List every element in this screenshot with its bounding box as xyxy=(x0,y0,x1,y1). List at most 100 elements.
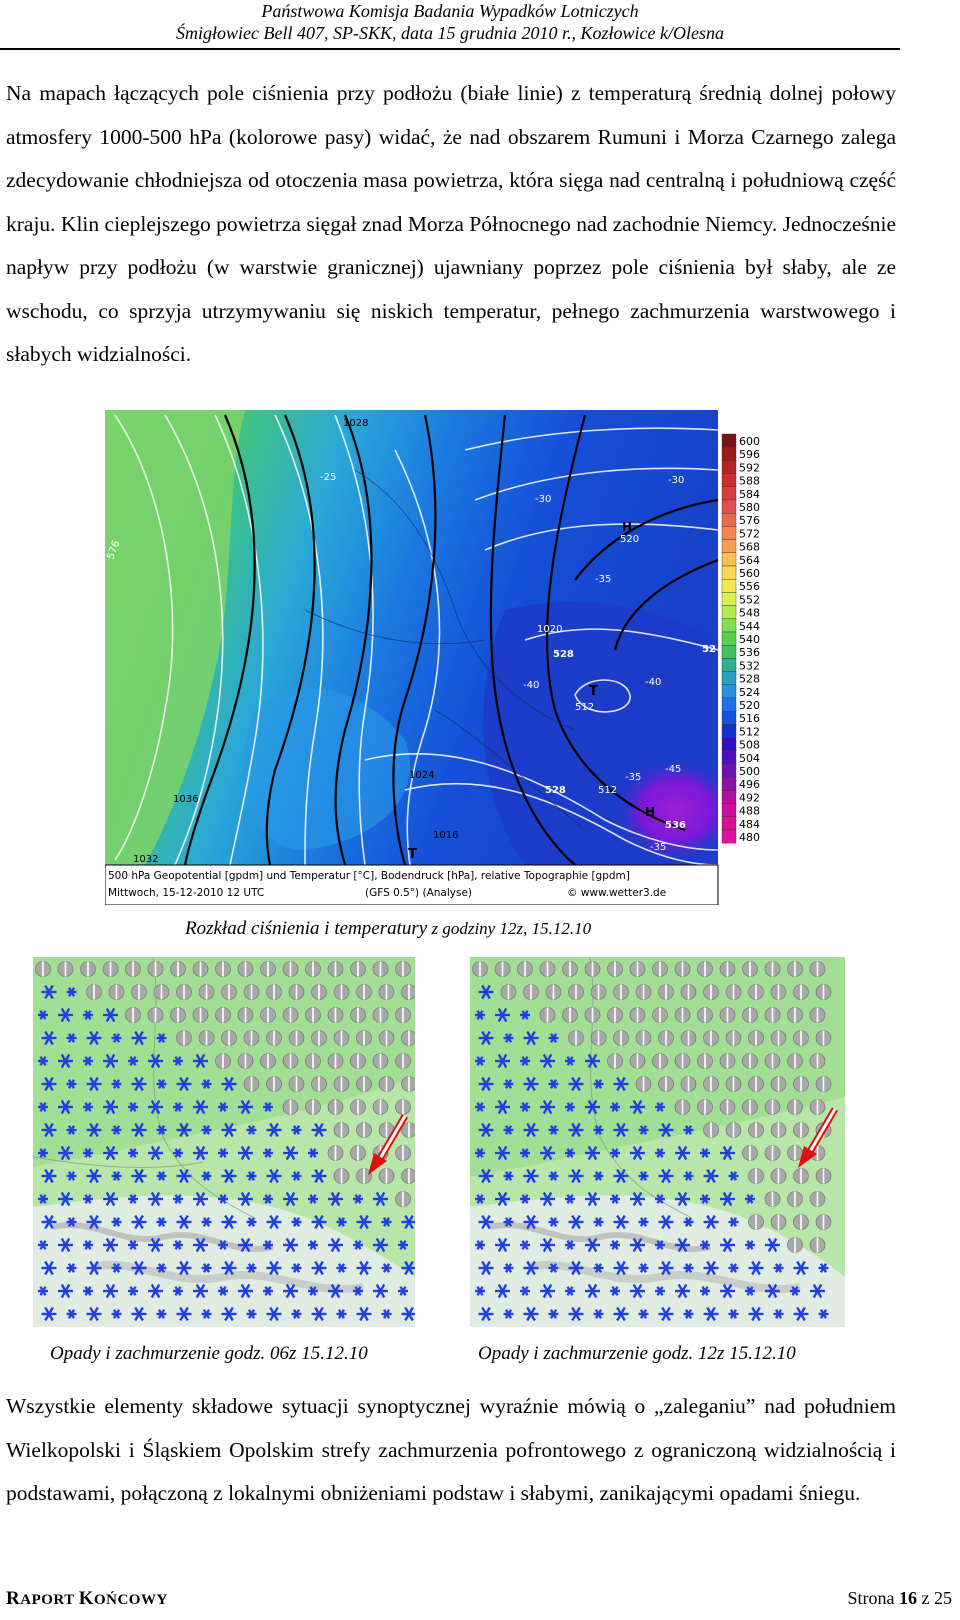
header-line-2: Śmigłowiec Bell 407, SP-SKK, data 15 gru… xyxy=(176,23,724,43)
legend-value: 596 xyxy=(739,448,760,461)
map-label-m35c: -35 xyxy=(650,842,666,853)
figure-1-caption: Rozkład ciśnienia i temperatury z godzin… xyxy=(185,918,591,940)
legend-value: 500 xyxy=(739,765,760,778)
legend-value: 504 xyxy=(739,752,760,765)
map-label-52: 52 xyxy=(702,644,716,655)
map-label-528a: 528 xyxy=(553,649,574,660)
legend-value: 512 xyxy=(739,725,760,738)
legend-swatch xyxy=(721,433,737,448)
legend-swatch xyxy=(721,618,737,633)
legend-swatch xyxy=(721,803,737,818)
legend-swatch xyxy=(721,658,737,672)
figure-1-caption-time: z godziny 12z, 15.12.10 xyxy=(427,919,592,938)
map-label-T1: T xyxy=(589,684,598,699)
legend-value: 584 xyxy=(739,488,760,501)
body-paragraph-2-text: Wszystkie elementy składowe sytuacji syn… xyxy=(6,1394,896,1505)
map-label-m35a: -35 xyxy=(595,574,611,585)
map-caption-model: (GFS 0.5°) (Analyse) xyxy=(365,887,472,899)
footer-report-title: RAPORT KOŃCOWY xyxy=(6,1588,168,1609)
legend-value: 528 xyxy=(739,673,760,686)
legend-value: 572 xyxy=(739,527,760,540)
legend-value: 568 xyxy=(739,541,760,554)
precipitation-map-06z xyxy=(33,957,415,1327)
map-label-m40a: -40 xyxy=(523,680,539,691)
legend-swatch xyxy=(721,790,737,804)
red-arrow xyxy=(368,1114,409,1175)
figure-3-caption: Opady i zachmurzenie godz. 12z 15.12.10 xyxy=(478,1343,796,1364)
legend-swatch xyxy=(721,816,737,831)
legend-value: 556 xyxy=(739,580,760,593)
legend-swatch xyxy=(721,829,737,844)
legend-value: 552 xyxy=(739,593,760,606)
map-label-m25: -25 xyxy=(320,472,336,483)
footer-page-number: Strona 16 z 25 xyxy=(847,1588,953,1608)
map-label-m30a: -30 xyxy=(535,494,551,505)
legend-swatch xyxy=(721,777,737,791)
legend-swatch xyxy=(721,592,737,606)
legend-swatch xyxy=(721,552,737,567)
header-rule xyxy=(0,48,900,50)
legend-value: 524 xyxy=(739,686,760,699)
legend-value: 544 xyxy=(739,620,760,633)
legend-swatch xyxy=(721,697,737,712)
precipitation-map-12z xyxy=(470,957,845,1327)
map-label-H1: H xyxy=(622,520,632,534)
figure-1-caption-main: Rozkład ciśnienia i temperatury xyxy=(185,918,428,939)
map-color-legend xyxy=(721,433,737,844)
legend-swatch xyxy=(721,763,737,778)
red-arrow xyxy=(798,1107,839,1168)
legend-swatch xyxy=(721,671,737,686)
legend-swatch xyxy=(721,737,737,752)
legend-swatch xyxy=(721,539,737,554)
precip-map-12z-svg xyxy=(470,957,845,1327)
legend-swatch xyxy=(721,499,737,514)
legend-value: 496 xyxy=(739,778,760,791)
map-label-1024: 1024 xyxy=(409,770,434,781)
legend-swatch xyxy=(721,711,737,725)
map-caption-date: Mittwoch, 15-12-2010 12 UTC xyxy=(108,887,264,899)
legend-value: 508 xyxy=(739,739,760,752)
map-label-1016: 1016 xyxy=(433,830,458,841)
legend-swatch xyxy=(721,565,737,580)
legend-swatch xyxy=(721,526,737,540)
map-label-512: 512 xyxy=(575,702,594,713)
figure-2-caption: Opady i zachmurzenie godz. 06z 15.12.10 xyxy=(50,1343,368,1364)
legend-value: 548 xyxy=(739,607,760,620)
legend-swatch xyxy=(721,512,737,527)
map-label-1020: 1020 xyxy=(537,624,562,635)
map-label-m35b: -35 xyxy=(625,772,641,783)
legend-value: 520 xyxy=(739,699,760,712)
map-label-512b: 512 xyxy=(598,785,617,796)
legend-swatch xyxy=(721,605,737,620)
legend-value: 516 xyxy=(739,712,760,725)
map-label-528b: 528 xyxy=(545,785,566,796)
legend-swatch xyxy=(721,644,737,659)
legend-swatch xyxy=(721,460,737,474)
legend-swatch xyxy=(721,447,737,461)
document-header: Państwowa Komisja Badania Wypadków Lotni… xyxy=(0,0,900,44)
map-svg: 1028 -25 -30 -30 -35 -35 -35 1020 528 -4… xyxy=(105,410,760,905)
map-label-1036: 1036 xyxy=(173,794,198,805)
map-label-1032: 1032 xyxy=(133,854,158,865)
legend-swatch xyxy=(721,631,737,646)
legend-swatch xyxy=(721,486,737,501)
map-legend-labels: 6005965925885845805765725685645605565525… xyxy=(739,435,760,844)
legend-swatch xyxy=(721,473,737,487)
legend-value: 580 xyxy=(739,501,760,514)
header-line-1: Państwowa Komisja Badania Wypadków Lotni… xyxy=(261,1,639,21)
map-caption-line-1: 500 hPa Geopotential [gpdm] und Temperat… xyxy=(108,870,630,882)
map-label-m40b: -40 xyxy=(645,677,661,688)
legend-value: 492 xyxy=(739,791,760,804)
body-paragraph-1: Na mapach łączących pole ciśnienia przy … xyxy=(6,81,896,366)
map-label-T2: T xyxy=(408,847,417,862)
legend-swatch xyxy=(721,684,737,699)
legend-value: 588 xyxy=(739,475,760,488)
map-label-1028: 1028 xyxy=(343,418,368,429)
map-label-H2: H xyxy=(645,805,655,819)
map-label-536: 536 xyxy=(665,820,686,831)
pressure-temperature-map: 1028 -25 -30 -30 -35 -35 -35 1020 528 -4… xyxy=(105,410,770,905)
map-label-m45: -45 xyxy=(665,764,681,775)
legend-value: 484 xyxy=(739,818,760,831)
legend-swatch xyxy=(721,578,737,593)
legend-value: 536 xyxy=(739,646,760,659)
